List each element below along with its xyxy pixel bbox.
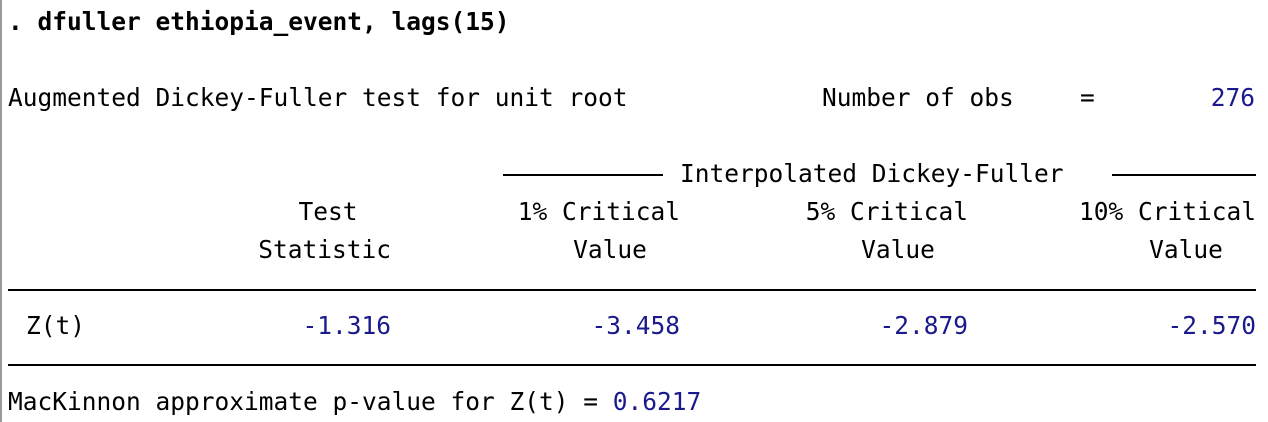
col-header-1pct-line2: Value xyxy=(573,235,647,264)
pvalue-value: 0.6217 xyxy=(612,387,702,416)
value-5pct-critical: -2.879 xyxy=(879,311,968,340)
pvalue-line: MacKinnon approximate p-value for Z(t) =… xyxy=(8,387,701,417)
results-window-border xyxy=(0,0,2,422)
row-label-zt: Z(t) xyxy=(26,311,86,340)
group-header-rule-left xyxy=(503,174,663,176)
col-header-10pct-line2: Value xyxy=(1149,235,1223,264)
obs-value: 276 xyxy=(1210,83,1255,112)
col-header-5pct-line1: 5% Critical xyxy=(805,197,968,226)
group-header-rule-right xyxy=(1112,174,1256,176)
group-header: Interpolated Dickey-Fuller xyxy=(680,159,1064,188)
pvalue-label: MacKinnon approximate p-value for Z(t) = xyxy=(8,387,613,416)
test-title: Augmented Dickey-Fuller test for unit ro… xyxy=(8,83,628,112)
value-1pct-critical: -3.458 xyxy=(591,311,680,340)
col-header-test-statistic-line2: Statistic xyxy=(258,235,391,264)
col-header-5pct-line2: Value xyxy=(861,235,935,264)
obs-label: Number of obs xyxy=(822,83,1014,112)
command-line: . dfuller ethiopia_event, lags(15) xyxy=(8,7,510,36)
col-header-1pct-line1: 1% Critical xyxy=(517,197,680,226)
col-header-test-statistic-line1: Test xyxy=(298,197,358,226)
col-header-10pct-line1: 10% Critical xyxy=(1078,197,1256,226)
obs-equals: = xyxy=(1080,83,1095,112)
value-10pct-critical: -2.570 xyxy=(1167,311,1256,340)
table-top-rule xyxy=(8,289,1256,291)
value-test-statistic: -1.316 xyxy=(302,311,391,340)
table-bottom-rule xyxy=(8,364,1256,366)
